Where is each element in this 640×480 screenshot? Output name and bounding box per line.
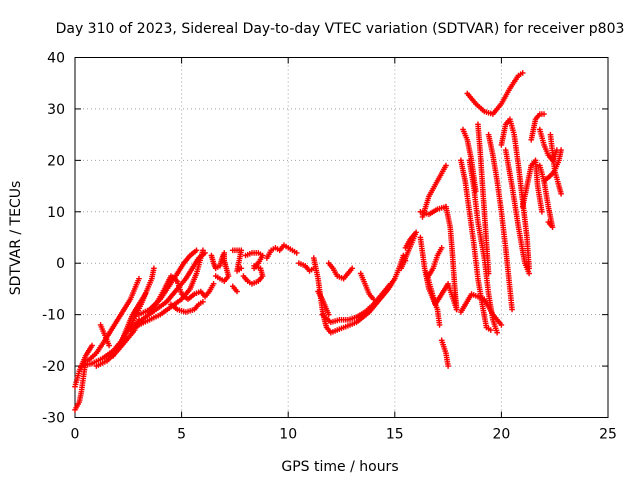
data-point: [438, 244, 445, 251]
data-point: [240, 273, 247, 279]
y-tick-label: 40: [47, 51, 65, 67]
data-point: [212, 273, 219, 279]
data-point: [526, 270, 532, 277]
data-point: [142, 291, 149, 297]
data-point: [494, 329, 500, 336]
y-axis-label: SDTVAR / TECUs: [8, 181, 24, 296]
data-point: [202, 250, 208, 256]
y-tick-label: 30: [47, 102, 65, 118]
axis-ticks: 0 5 10 15 20 25 40 30 20 10 0 -10 -20 -30: [42, 51, 617, 443]
data-point: [200, 298, 206, 305]
data-point: [370, 296, 377, 303]
y-tick-label: 10: [47, 205, 65, 221]
data-point: [325, 311, 332, 318]
x-axis-label: GPS time / hours: [281, 459, 398, 475]
y-tick-label: -10: [42, 308, 65, 324]
data-point: [539, 208, 545, 215]
data-point: [487, 327, 494, 333]
x-tick-label: 15: [386, 427, 404, 443]
y-tick-label: -30: [42, 411, 65, 427]
y-tick-label: -20: [42, 359, 65, 375]
data-point: [151, 265, 157, 272]
data-point: [210, 280, 217, 287]
data-point: [485, 270, 492, 277]
data-point: [402, 244, 409, 251]
plot-frame: [74, 57, 609, 418]
x-tick-label: 25: [599, 427, 617, 443]
data-point: [473, 188, 479, 195]
data-point: [349, 265, 355, 272]
data-point: [238, 265, 245, 272]
data-point: [445, 363, 451, 369]
x-tick-label: 10: [279, 427, 297, 443]
data-point: [255, 260, 262, 267]
data-point: [545, 219, 552, 225]
y-tick-label: 20: [47, 153, 65, 169]
x-tick-label: 20: [492, 427, 510, 443]
grid: [75, 57, 608, 418]
data-point: [234, 288, 240, 295]
data-point: [89, 342, 95, 349]
data-points: [72, 70, 564, 413]
y-tick-label: 0: [56, 256, 65, 272]
data-point: [558, 190, 564, 197]
data-point: [509, 306, 515, 313]
data-point: [136, 275, 142, 282]
data-point: [106, 342, 112, 349]
data-point: [519, 70, 526, 76]
data-point: [558, 147, 564, 153]
chart-title: Day 310 of 2023, Sidereal Day-to-day VTE…: [56, 21, 625, 37]
data-point: [436, 322, 443, 328]
data-point: [387, 280, 394, 287]
data-point: [443, 162, 449, 169]
data-point: [293, 250, 300, 256]
x-tick-label: 0: [71, 427, 80, 443]
x-tick-label: 5: [177, 427, 186, 443]
data-point: [541, 111, 547, 117]
data-point: [193, 247, 200, 254]
data-point: [451, 291, 458, 297]
data-point: [498, 322, 505, 328]
